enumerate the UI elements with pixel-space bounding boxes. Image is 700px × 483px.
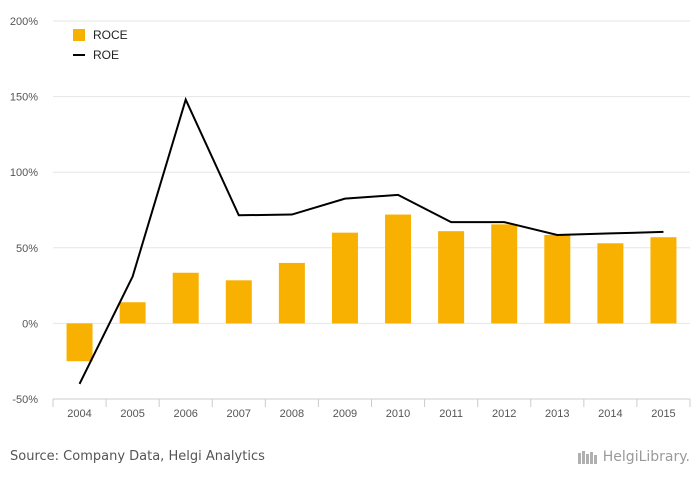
- x-tick-label: 2007: [227, 408, 251, 420]
- roce-bar: [66, 323, 93, 362]
- legend-roce-label: ROCE: [93, 28, 128, 42]
- roce-bar: [650, 237, 677, 324]
- roce-bar: [438, 231, 465, 324]
- y-tick-label: 50%: [16, 243, 38, 255]
- roce-bar: [544, 234, 571, 324]
- x-tick-label: 2014: [598, 408, 622, 420]
- legend-roe-label: ROE: [93, 48, 119, 62]
- roe-line: [78, 96, 664, 385]
- x-tick-label: 2008: [280, 408, 304, 420]
- y-tick-label: 100%: [10, 167, 38, 179]
- x-tick-label: 2009: [333, 408, 357, 420]
- roce-bar: [385, 214, 412, 324]
- helgi-library-logo[interactable]: HelgiLibrary.: [577, 449, 690, 465]
- y-tick-label: 200%: [10, 16, 38, 28]
- roce-bar: [331, 232, 358, 324]
- x-tick-label: 2005: [120, 408, 144, 420]
- legend-roce-swatch: [73, 29, 85, 41]
- x-tick-label: 2013: [545, 408, 569, 420]
- roce-bar: [491, 224, 518, 324]
- source-note: Source: Company Data, Helgi Analytics: [10, 449, 265, 464]
- y-tick-label: -50%: [12, 394, 38, 406]
- x-tick-label: 2006: [173, 408, 197, 420]
- y-tick-label: 150%: [10, 92, 38, 104]
- x-tick-label: 2004: [67, 408, 91, 420]
- x-tick-label: 2011: [439, 408, 463, 420]
- roce-bar: [172, 272, 199, 324]
- roce-bar: [119, 302, 146, 324]
- y-tick-label: 0%: [22, 318, 38, 330]
- roce-bar: [597, 243, 624, 324]
- brand-label: HelgiLibrary.: [602, 449, 690, 465]
- x-tick-label: 2015: [651, 408, 675, 420]
- library-icon: [577, 451, 597, 464]
- x-tick-label: 2010: [386, 408, 410, 420]
- x-tick-label: 2012: [492, 408, 516, 420]
- roce-bar: [278, 262, 305, 324]
- roce-bar: [225, 280, 252, 324]
- chart: -50% 0% 50% 100% 150% 200% 2004 2005 2006 2007 200…: [10, 16, 691, 420]
